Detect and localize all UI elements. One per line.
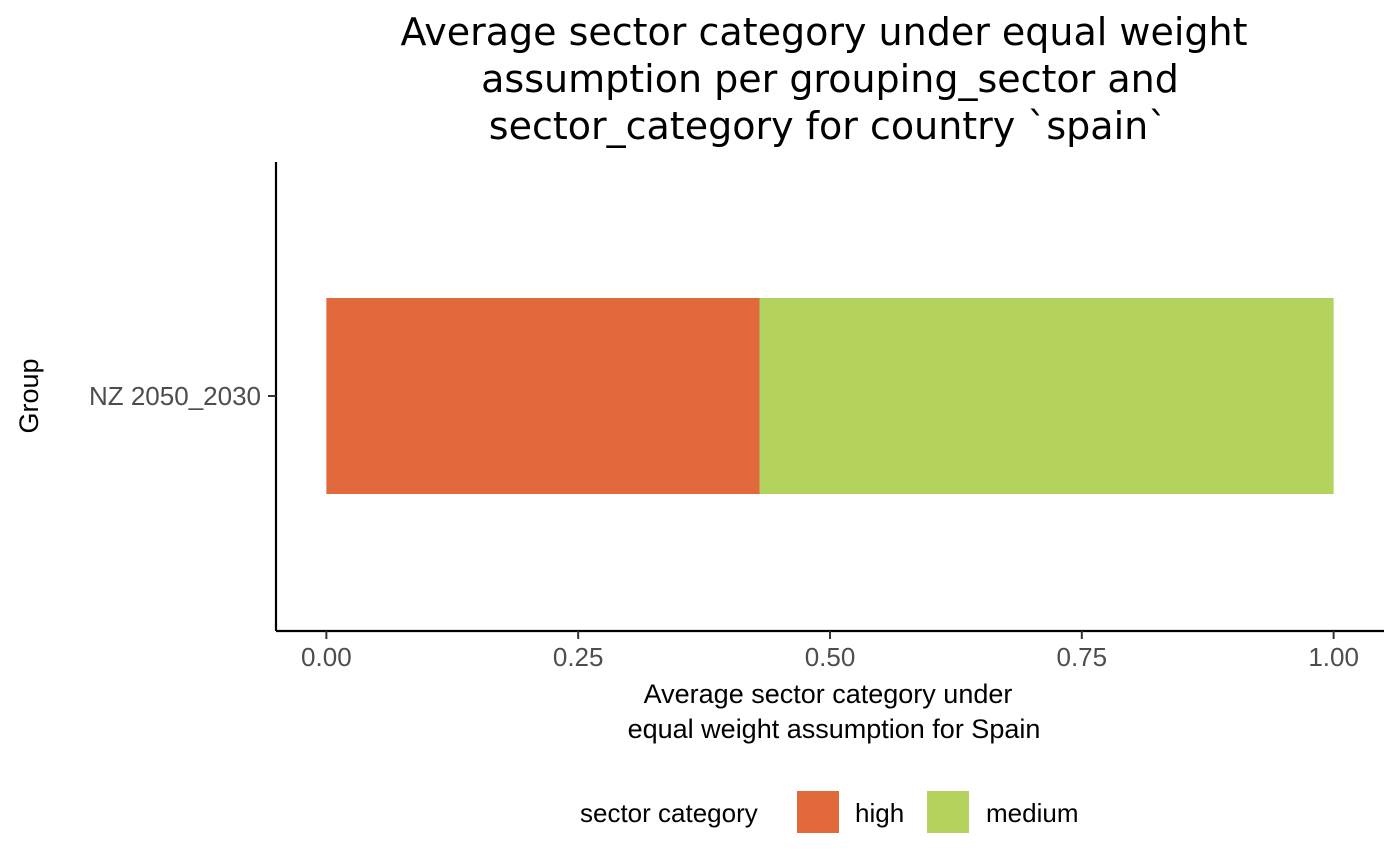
chart-title-line-1: Average sector category under equal weig…	[400, 10, 1247, 54]
x-tick-label: 0.50	[805, 642, 856, 672]
legend-swatch-high	[797, 791, 839, 833]
x-tick-label: 0.25	[553, 642, 604, 672]
bar-segment-medium	[759, 298, 1334, 494]
legend: sector category high medium	[580, 791, 1078, 833]
chart-title-line-2: assumption per grouping_sector and	[481, 57, 1179, 101]
bar-segment-high	[326, 298, 760, 494]
legend-label-medium: medium	[986, 798, 1078, 828]
legend-title: sector category	[580, 798, 758, 828]
x-tick-label: 0.00	[301, 642, 352, 672]
y-tick-label: NZ 2050_2030	[89, 381, 261, 411]
x-axis-title-line-1: Average sector category under	[644, 679, 1013, 709]
x-tick-label: 0.75	[1057, 642, 1108, 672]
legend-label-high: high	[855, 798, 904, 828]
chart-title-line-3: sector_category for country `spain`	[489, 104, 1167, 148]
y-axis-title: Group	[14, 358, 44, 433]
plot-area	[326, 298, 1334, 494]
chart-title: Average sector category under equal weig…	[400, 10, 1247, 148]
x-tick-label: 1.00	[1308, 642, 1359, 672]
y-axis-ticks: NZ 2050_2030	[89, 381, 276, 411]
legend-swatch-medium	[927, 791, 969, 833]
x-axis-ticks: 0.00 0.25 0.50 0.75 1.00	[301, 631, 1359, 672]
x-axis-title-line-2: equal weight assumption for Spain	[628, 714, 1041, 744]
